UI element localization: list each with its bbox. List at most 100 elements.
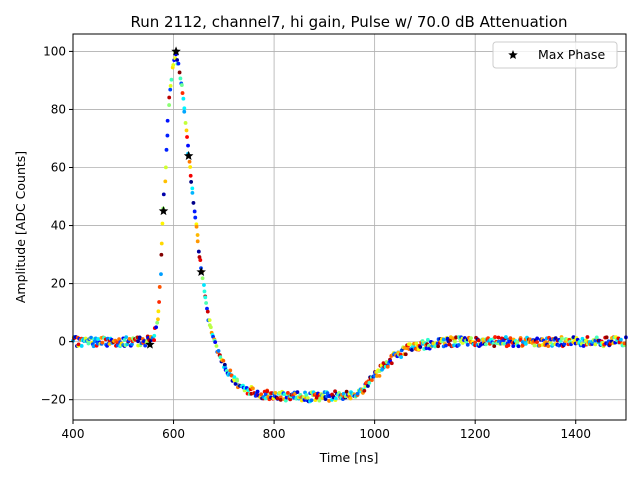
waveform-point [157, 285, 162, 289]
waveform-point [89, 335, 93, 340]
waveform-point [182, 106, 187, 111]
waveform-point [581, 344, 586, 348]
waveform-point [460, 341, 465, 345]
waveform-point [506, 343, 511, 348]
waveform-point [496, 335, 501, 340]
waveform-point [562, 342, 567, 346]
waveform-point [436, 344, 441, 349]
waveform-point [76, 342, 81, 347]
legend-star-icon [508, 50, 518, 60]
waveform-point [403, 352, 408, 357]
waveform-point [263, 392, 268, 397]
waveform-point [196, 249, 201, 254]
y-tick-label: 40 [51, 219, 66, 233]
waveform-point [469, 336, 473, 340]
waveform-point [168, 87, 173, 92]
waveform-point [295, 390, 300, 395]
legend: Max Phase [492, 41, 618, 69]
waveform-point [176, 61, 181, 66]
waveform-point [157, 300, 162, 304]
max-phase-star [171, 46, 181, 56]
waveform-point [481, 337, 486, 342]
waveform-point [218, 355, 223, 360]
waveform-point [185, 135, 189, 139]
waveform-point [213, 340, 218, 345]
waveform-point [197, 255, 202, 259]
y-tick-label: 20 [51, 277, 66, 291]
waveform-point [96, 337, 101, 341]
y-tick-label: 100 [43, 44, 66, 58]
waveform-point [278, 395, 283, 400]
waveform-point [453, 339, 457, 344]
x-tick-label: 800 [263, 427, 286, 441]
waveform-point [372, 374, 377, 378]
waveform-point [171, 63, 176, 67]
waveform-point [130, 342, 134, 347]
waveform-point [523, 341, 528, 346]
waveform-point [341, 391, 346, 396]
waveform-point [183, 121, 188, 125]
waveform-point [444, 343, 448, 348]
max-phase-star [183, 150, 194, 160]
waveform-point [389, 361, 394, 366]
x-tick-label: 1200 [460, 427, 491, 441]
waveform-point [418, 345, 423, 349]
waveform-point [454, 335, 458, 340]
waveform-point [273, 391, 278, 395]
waveform-point [516, 344, 521, 349]
waveform-point [508, 336, 513, 341]
waveform-point [192, 209, 197, 214]
waveform-point [200, 276, 205, 281]
waveform-point [194, 224, 199, 229]
waveform-point [235, 378, 240, 383]
waveform-point [604, 335, 609, 340]
waveform-point [424, 346, 429, 351]
waveform-point [122, 337, 127, 342]
waveform-point [188, 173, 193, 178]
x-tick-label: 1400 [560, 427, 591, 441]
waveform-point [79, 344, 84, 348]
waveform-point [233, 382, 238, 386]
plot-frame [72, 33, 627, 421]
waveform-point [535, 340, 539, 345]
waveform-point [190, 186, 195, 191]
waveform-point [456, 343, 461, 347]
waveform-point [164, 147, 169, 152]
y-axis-label: Amplitude [ADC Counts] [13, 151, 28, 303]
waveform-point [216, 349, 221, 353]
waveform-point [202, 289, 207, 294]
x-tick-label: 1000 [359, 427, 390, 441]
waveform-point [399, 355, 404, 359]
y-tick-label: 0 [58, 335, 66, 349]
waveform-point [560, 336, 564, 341]
waveform-point [165, 118, 170, 123]
waveform-point [377, 373, 382, 378]
waveform-point [228, 368, 233, 373]
waveform-point [167, 95, 172, 100]
waveform-point [136, 339, 140, 344]
waveform-point [251, 386, 255, 391]
waveform-point [282, 392, 287, 397]
waveform-point [367, 380, 372, 385]
waveform-point [159, 241, 164, 246]
waveform-point [188, 165, 193, 169]
waveform-point [594, 335, 599, 340]
waveform-point [100, 340, 105, 345]
waveform-point [532, 343, 537, 348]
waveform-points [71, 50, 628, 404]
waveform-point [593, 342, 598, 347]
waveform-point [304, 393, 309, 397]
waveform-point [325, 391, 330, 395]
waveform-point [408, 342, 412, 347]
waveform-point [255, 389, 260, 394]
legend-label-max-phase: Max Phase [538, 47, 605, 62]
waveform-point [585, 335, 590, 339]
waveform-point [195, 233, 200, 237]
max-phase-star [145, 339, 155, 349]
waveform-point [221, 358, 226, 363]
waveform-point [535, 336, 540, 341]
waveform-point [333, 396, 338, 401]
waveform-point [168, 83, 173, 88]
waveform-point [425, 337, 430, 342]
